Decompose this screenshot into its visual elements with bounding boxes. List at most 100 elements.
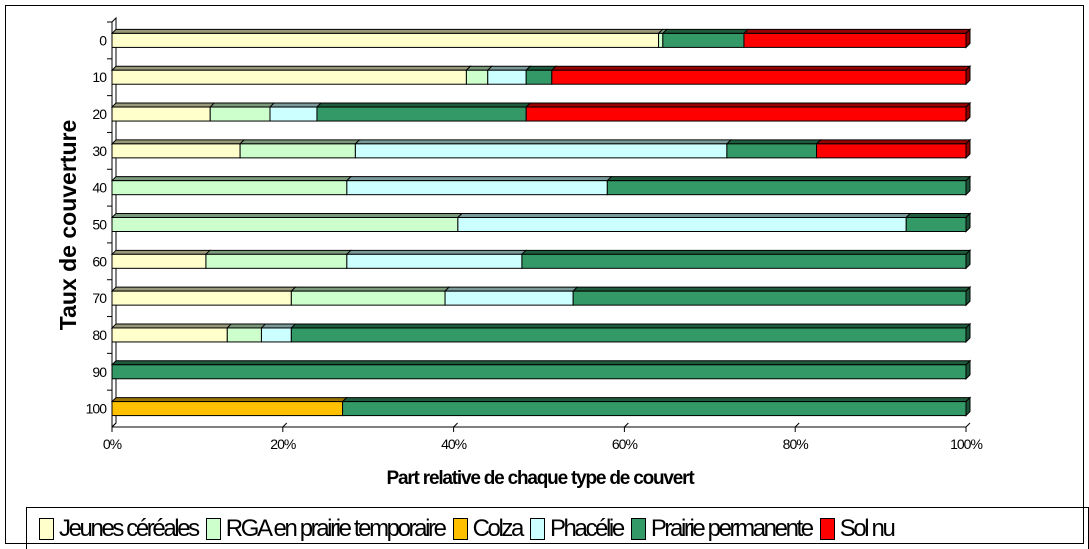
y-axis-label: Taux de couverture [55, 120, 81, 330]
x-tick-depth [282, 422, 288, 428]
bar-top-face [110, 397, 348, 403]
legend-label: Colza [472, 514, 525, 542]
x-tick-depth [794, 422, 800, 428]
legend-item: RGA en prairie temporaire [205, 514, 447, 543]
bar-segment [111, 69, 467, 85]
bar-top-face [209, 102, 276, 108]
bar-top-face [110, 323, 233, 329]
legend-item: Colza [452, 514, 525, 543]
bar-top-face [742, 28, 972, 34]
bar-top-face [456, 213, 912, 218]
legend: Jeunes céréales RGA en prairie temporaire… [26, 507, 1089, 549]
bar-end-face [965, 249, 971, 270]
x-tick-depth [965, 422, 971, 428]
y-tick-label: 50 [92, 217, 107, 233]
bar-top-face [110, 139, 246, 145]
bar-segment [743, 32, 967, 48]
bar-segment [111, 32, 660, 48]
bar-segment [444, 290, 574, 306]
bar-end-face [965, 285, 971, 307]
legend-label: Jeunes céréales [59, 514, 200, 542]
legend-item: Prairie permanente [630, 515, 814, 543]
bar-top-face [524, 65, 558, 71]
bar-segment [260, 327, 292, 343]
bar-top-face [905, 213, 972, 218]
bar-segment [457, 217, 907, 232]
y-tick-label: 60 [92, 253, 107, 269]
legend-label: Sol nu [839, 514, 896, 542]
x-tick-label: 40% [441, 436, 467, 452]
bar-top-face [290, 323, 972, 329]
bar-segment [342, 401, 967, 417]
bar-segment [209, 106, 271, 122]
bar-top-face [443, 286, 579, 292]
chart-frame [5, 5, 1084, 544]
y-tick-label: 30 [92, 143, 107, 159]
bar-top-face [268, 102, 323, 108]
bar-top-face [110, 360, 972, 366]
legend-swatch [819, 517, 835, 540]
legend-label: RGA en prairie temporaire [225, 514, 447, 542]
bar-segment [111, 327, 228, 343]
bar-segment [111, 290, 292, 306]
bar-top-face [725, 139, 822, 145]
bar-end-face [965, 175, 971, 196]
bar-segment [551, 69, 967, 85]
bar-top-face [345, 249, 528, 255]
x-tick-depth [111, 422, 117, 428]
bar-top-face [661, 28, 750, 34]
bar-segment [606, 180, 967, 196]
y-tick-label: 70 [92, 290, 107, 306]
bar-segment [487, 69, 527, 85]
bar-top-face [110, 176, 353, 182]
legend-swatch [529, 517, 545, 540]
legend-swatch [452, 517, 468, 540]
legend-swatch [39, 517, 54, 540]
bar-top-face [238, 139, 361, 145]
legend-item: Phacélie [529, 515, 625, 543]
bar-top-face [606, 176, 972, 182]
bar-top-face [260, 323, 297, 329]
bar-segment [205, 253, 348, 269]
legend-swatch [630, 517, 646, 540]
bar-top-face [315, 102, 532, 108]
bar-top-face [520, 249, 972, 255]
x-tick-depth [624, 422, 629, 428]
bar-top-face [354, 139, 733, 145]
y-tick-label: 80 [92, 327, 107, 343]
bar-segment [111, 401, 344, 417]
bar-top-face [110, 286, 297, 292]
y-tick-label: 100 [86, 401, 108, 417]
stacked-bar-chart: 0% 20% 40% 60% 80% 100% 0 10 20 30 40 50 60 70 80 90 100… [55, 16, 983, 489]
bar-top-face [486, 65, 532, 71]
bar-top-face [550, 65, 972, 71]
bar-top-face [345, 176, 613, 182]
bar-segment [346, 180, 608, 196]
bar-segment [465, 69, 489, 85]
y-tick-label: 0 [99, 32, 107, 48]
x-tick-label: 100% [950, 436, 982, 452]
bar-end-face [965, 138, 971, 160]
x-tick-label: 60% [612, 436, 638, 452]
bar-segment [905, 217, 967, 232]
bar-top-face [110, 102, 216, 108]
bar-end-face [965, 396, 971, 417]
bar-end-face [965, 65, 971, 86]
bar-segment [354, 143, 728, 159]
y-tick-label: 10 [92, 69, 107, 85]
x-tick-depth [453, 422, 458, 428]
bar-end-face [965, 28, 971, 49]
y-tick-label: 90 [92, 364, 107, 380]
bar-top-face [815, 139, 972, 145]
bar-end-face [965, 359, 971, 380]
x-tick-label: 20% [270, 436, 296, 452]
y-tick-label: 40 [92, 180, 107, 196]
bar-segment [269, 106, 318, 122]
bar-segment [290, 327, 967, 343]
bar-segment [521, 253, 967, 269]
bar-end-face [965, 101, 971, 123]
bar-segment [572, 290, 967, 306]
y-tick-label: 20 [92, 106, 107, 122]
bar-top-face [226, 323, 267, 329]
bar-segment [111, 217, 459, 232]
